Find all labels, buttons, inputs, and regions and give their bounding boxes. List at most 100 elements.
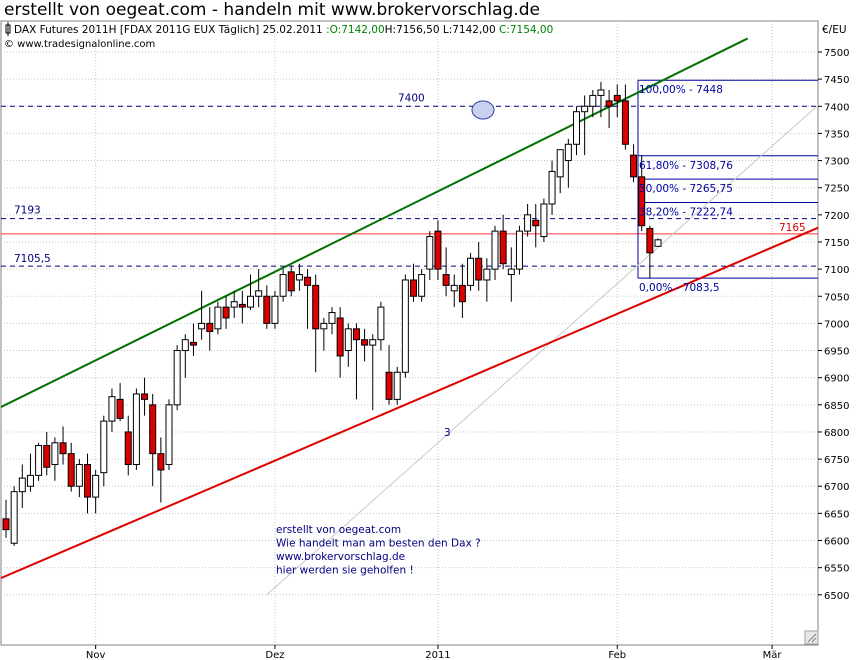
candle-40: [328, 307, 336, 335]
candle-63: [515, 225, 523, 275]
candle-75: [613, 84, 621, 118]
y-axis: 6500 6550 6600 6650 6700 6750 6800 6850 6900 6950…: [818, 48, 849, 602]
candle-52: [426, 231, 434, 280]
candle-56: [458, 263, 466, 318]
candle-34: [279, 269, 287, 302]
candle-5: [43, 431, 51, 476]
candle-0: [2, 499, 10, 538]
candle-50: [410, 263, 417, 302]
y-tick-label-14: 7200: [824, 211, 849, 222]
x-axis: Nov Dez 2011 Feb Mär: [86, 645, 783, 660]
candle-71: [581, 95, 589, 156]
ohlc-close: C:7154,00: [499, 24, 553, 36]
note-line-3: hier werden sie geholfen !: [276, 565, 414, 577]
candle-4: [35, 442, 43, 481]
candle-20: [165, 399, 173, 470]
chart-header: DAX Futures 2011H [FDAX 2011G EUX Täglic…: [14, 24, 323, 36]
candle-22: [181, 334, 189, 378]
candle-73: [597, 81, 605, 118]
resize-grip[interactable]: [804, 630, 819, 645]
y-tick-label-4: 6700: [824, 482, 849, 493]
y-tick-label-3: 6650: [824, 509, 849, 520]
candle-79: [646, 225, 654, 279]
x-tick-label-1: Dez: [265, 650, 284, 660]
y-tick-label-2: 6600: [824, 537, 849, 548]
y-tick-label-15: 7250: [824, 184, 849, 195]
plot-area: [0, 20, 819, 646]
candle-41: [336, 307, 344, 378]
svg-text:DAX Futures 2011H [FDAX 2011G: DAX Futures 2011H [FDAX 2011G EUX Täglic…: [14, 24, 553, 36]
candle-16: [132, 388, 140, 470]
candle-12: [100, 415, 108, 487]
candle-37: [304, 269, 312, 329]
candle-65: [532, 203, 540, 248]
candle-76: [621, 84, 629, 150]
note-line-0: erstellt von oegeat.com: [276, 524, 401, 536]
candle-8: [67, 442, 75, 492]
candle-30: [247, 274, 254, 310]
y-tick-label-9: 6950: [824, 347, 849, 358]
candle-38: [312, 274, 320, 373]
x-tick-label-0: Nov: [86, 650, 106, 660]
candles: [2, 81, 662, 546]
x-tick-label-4: Mär: [763, 650, 783, 660]
candle-21: [173, 345, 181, 411]
upper-channel-line: [1, 37, 749, 409]
candle-45: [369, 334, 377, 411]
candle-28: [230, 290, 238, 318]
candle-11: [92, 469, 100, 514]
y-tick-label-13: 7150: [824, 238, 849, 249]
candle-77: [630, 144, 638, 183]
copyright-text: © www.tradesignalonline.com: [4, 39, 155, 50]
y-tick-label-12: 7100: [824, 265, 849, 276]
candle-72: [589, 89, 597, 118]
red-level-label: 7165: [779, 222, 806, 234]
candle-6: [51, 437, 59, 481]
candle-64: [524, 203, 532, 237]
candle-46: [377, 301, 385, 351]
candle-25: [206, 307, 214, 351]
wave-label: 3: [444, 427, 451, 439]
y-tick-label-6: 6800: [824, 428, 849, 439]
x-tick-label-3: Feb: [608, 650, 626, 660]
candle-32: [263, 285, 271, 329]
y-tick-label-17: 7350: [824, 129, 849, 140]
candle-2: [18, 464, 26, 508]
candle-29: [238, 290, 246, 324]
ohlc-high: H:7156,50: [385, 24, 440, 36]
candle-59: [483, 258, 491, 302]
candle-61: [499, 214, 507, 270]
candle-39: [320, 317, 328, 351]
candle-66: [540, 198, 548, 242]
y-tick-label-18: 7400: [824, 102, 849, 113]
candle-27: [222, 296, 230, 329]
candle-62: [507, 247, 515, 302]
currency-label: €/EU: [822, 24, 847, 36]
y-tick-label-10: 7000: [824, 319, 849, 330]
y-tick-label-16: 7300: [824, 157, 849, 168]
grid: [1, 51, 818, 596]
note-line-2: www.brokervorschlag.de: [276, 551, 405, 563]
x-grid: [95, 21, 773, 645]
candle-15: [124, 415, 132, 476]
candle-36: [295, 263, 303, 291]
note-line-1: Wie handelt man am besten den Dax ?: [276, 538, 481, 550]
candle-48: [393, 366, 401, 405]
marker-ellipse: [471, 100, 495, 120]
y-tick-label-19: 7450: [824, 75, 849, 86]
fib-label-3: 38,20% - 7222,74: [639, 206, 733, 218]
fibonacci-retracement: [637, 79, 818, 279]
candle-42: [344, 323, 352, 367]
y-tick-label-20: 7500: [824, 48, 849, 59]
fib-label-0: 100,00% - 7448: [639, 84, 723, 96]
trend-lines: [1, 37, 818, 596]
candle-9: [75, 459, 83, 498]
fib-label-4: 0,00% - 7083,5: [639, 282, 720, 294]
candle-19: [157, 437, 165, 503]
candle-33: [271, 290, 279, 329]
candle-3: [26, 453, 34, 492]
level-label-0: 7400: [398, 92, 425, 104]
level-label-2: 7105,5: [14, 253, 51, 265]
candle-58: [475, 241, 483, 291]
page-title: erstellt von oegeat.com - handeln mit ww…: [4, 0, 540, 20]
